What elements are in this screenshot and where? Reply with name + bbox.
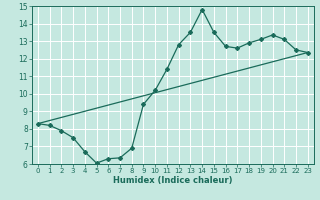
X-axis label: Humidex (Indice chaleur): Humidex (Indice chaleur) xyxy=(113,176,233,185)
